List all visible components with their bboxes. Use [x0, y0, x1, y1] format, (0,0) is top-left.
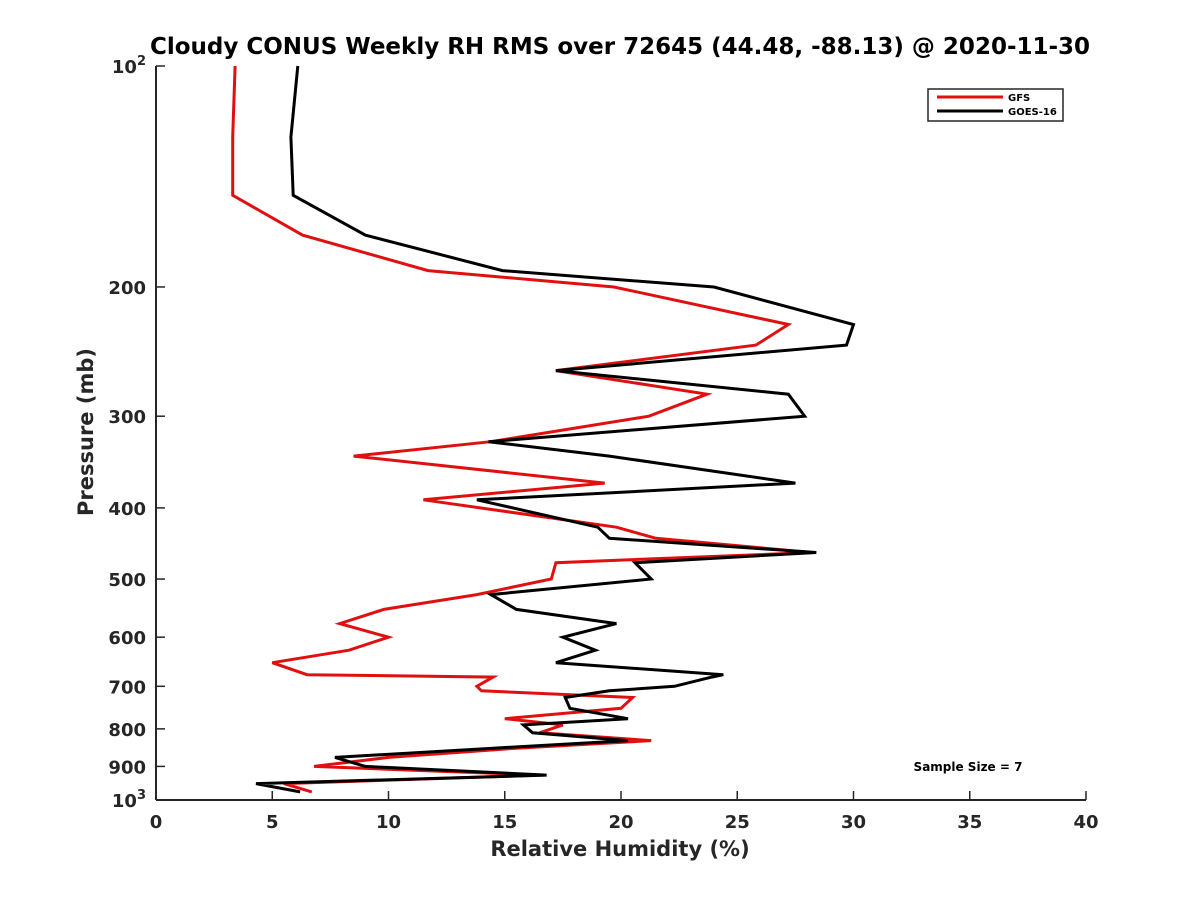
x-axis-label: Relative Humidity (%) — [490, 837, 749, 861]
y-tick-label: 400 — [108, 499, 146, 520]
y-tick-label: 200 — [108, 278, 146, 299]
series-lines — [231, 65, 856, 794]
y-tick-label: 102 — [112, 54, 146, 78]
x-axis-ticks: 0 5 10 15 20 25 30 35 40 — [150, 791, 1099, 833]
x-tick-label: 25 — [725, 812, 750, 833]
legend-label: GOES-16 — [1008, 107, 1057, 118]
y-tick-label: 700 — [108, 677, 146, 698]
x-tick-label: 40 — [1073, 812, 1098, 833]
y-tick-label: 500 — [108, 570, 146, 591]
sample-size-annotation: Sample Size = 7 — [914, 760, 1023, 774]
y-tick-label: 900 — [108, 757, 146, 778]
x-tick-label: 35 — [957, 812, 982, 833]
y-tick-label: 103 — [112, 788, 146, 812]
series-line-goes-16 — [255, 65, 856, 794]
y-tick-label: 800 — [108, 720, 146, 741]
x-tick-label: 30 — [841, 812, 866, 833]
legend-box — [927, 88, 1064, 122]
x-tick-label: 0 — [150, 812, 163, 833]
x-tick-label: 5 — [266, 812, 279, 833]
x-tick-label: 20 — [608, 812, 633, 833]
chart-title: Cloudy CONUS Weekly RH RMS over 72645 (4… — [150, 34, 1090, 60]
legend: GFS GOES-16 — [927, 88, 1064, 122]
x-tick-label: 15 — [492, 812, 517, 833]
y-axis-label: Pressure (mb) — [74, 348, 98, 516]
y-tick-label: 300 — [108, 407, 146, 428]
x-tick-label: 10 — [376, 812, 401, 833]
series-line-gfs — [231, 65, 812, 794]
legend-label: GFS — [1008, 93, 1030, 104]
y-tick-label: 600 — [108, 628, 146, 649]
y-axis-ticks: 102 200 300 400 500 600 700 800 900 103 — [108, 54, 165, 812]
